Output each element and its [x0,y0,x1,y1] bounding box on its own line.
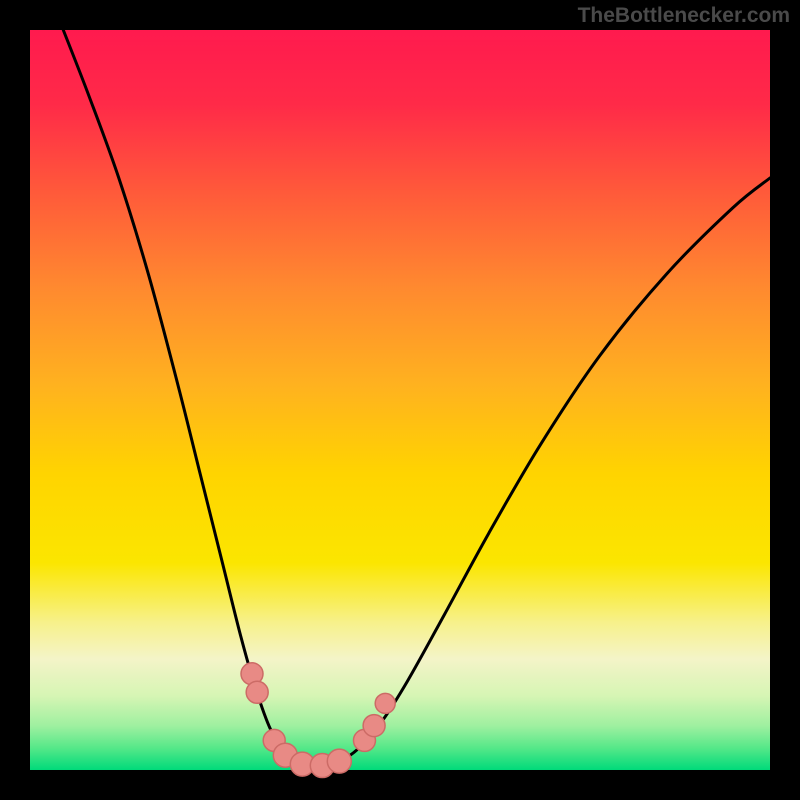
chart-svg [30,30,770,770]
curve-marker [363,715,385,737]
plot-area [30,30,770,770]
marker-group [241,663,395,778]
curve-marker [375,693,395,713]
outer-frame: TheBottlenecker.com [0,0,800,800]
v-curve-path [63,30,770,766]
curve-marker [246,681,268,703]
watermark-text: TheBottlenecker.com [578,4,790,28]
curve-marker [327,749,351,773]
